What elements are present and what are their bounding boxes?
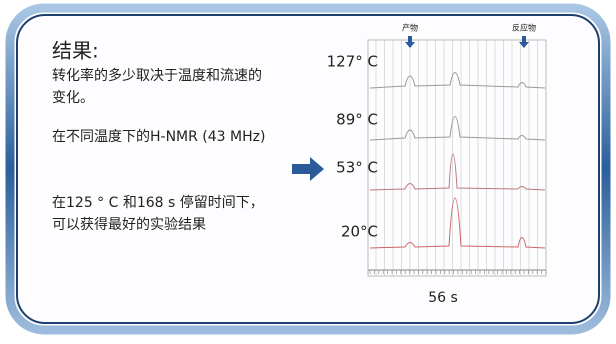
summary-line: 转化率的多少取决于温度和流速的 xyxy=(52,67,262,84)
temperature-label: 20°C xyxy=(341,223,378,241)
peak-label: 产物 xyxy=(402,23,418,33)
temperature-label: 89° C xyxy=(336,111,378,129)
conclusion-line: 在125 ° C 和168 s 停留时间下， xyxy=(52,194,264,211)
slide: 结果: 转化率的多少取决于温度和流速的 变化。 在不同温度下的H-NMR (43… xyxy=(0,0,616,340)
page: 结果: 转化率的多少取决于温度和流速的 变化。 在不同温度下的H-NMR (43… xyxy=(0,0,616,340)
time-label: 56 s xyxy=(428,290,458,306)
peak-label: 反应物 xyxy=(512,23,536,33)
spectra-caption: 在不同温度下的H-NMR (43 MHz) xyxy=(52,129,265,145)
conclusion-line: 可以获得最好的实验结果 xyxy=(52,216,206,233)
temperature-label: 127° C xyxy=(327,53,378,71)
time-ruler-ticks xyxy=(370,270,546,274)
temperature-label: 53° C xyxy=(336,159,378,177)
summary-line: 变化。 xyxy=(52,90,94,106)
slide-title: 结果: xyxy=(52,39,99,63)
